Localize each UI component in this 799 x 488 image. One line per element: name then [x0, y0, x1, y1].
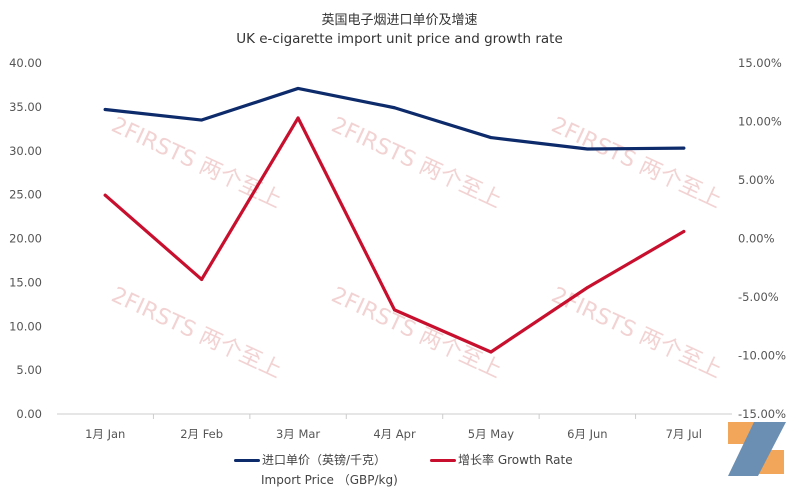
data-point [393, 308, 396, 312]
y-left-tick-label: 15.00 [9, 275, 42, 289]
y-right-tick-label: -5.00% [738, 290, 779, 304]
data-point [296, 116, 300, 120]
data-point [103, 108, 107, 112]
y-right-tick-label: 10.00% [738, 115, 782, 129]
legend-label-en: Import Price （GBP/kg) [261, 473, 398, 487]
y-right-tick-label: 0.00% [738, 232, 775, 246]
x-tick-label: 4月 Apr [373, 427, 416, 441]
legend-label: 进口单价（英镑/千克） [262, 453, 387, 467]
data-point [103, 193, 107, 197]
chart-title: 英国电子烟进口单价及增速 [321, 13, 478, 28]
chart-subtitle: UK e-cigarette import unit price and gro… [236, 31, 563, 47]
legend-item-import-price[interactable]: 进口单价（英镑/千克） Import Price （GBP/kg) [234, 451, 398, 488]
y-left-tick-label: 40.00 [9, 56, 42, 70]
data-point [200, 118, 204, 122]
x-tick-label: 2月 Feb [180, 427, 223, 441]
data-point [585, 286, 589, 290]
data-point [296, 86, 300, 90]
y-left-tick-label: 20.00 [9, 232, 42, 246]
logo-icon [728, 422, 786, 476]
watermark: 2FIRSTS 两个至上 [547, 113, 725, 214]
y-left-tick-label: 30.00 [9, 144, 42, 158]
y-left-tick-label: 10.00 [9, 319, 42, 333]
x-tick-label: 7月 Jul [666, 427, 702, 441]
y-right-tick-label: -15.00% [738, 407, 786, 421]
legend-label: 增长率 Growth Rate [458, 453, 573, 467]
y-right-tick-label: -10.00% [738, 349, 786, 363]
watermark: 2FIRSTS 两个至上 [327, 283, 505, 384]
x-tick-label: 6月 Jun [567, 427, 607, 441]
y-right-tick-label: 15.00% [738, 56, 782, 70]
watermark: 2FIRSTS 两个至上 [107, 113, 285, 214]
y-left-tick-label: 0.00 [16, 407, 42, 421]
x-tick-label: 5月 May [468, 427, 514, 441]
legend-swatch-red [430, 459, 456, 462]
y-right-tick-label: 5.00% [738, 173, 775, 187]
x-tick-label: 3月 Mar [276, 427, 320, 441]
data-point [200, 277, 204, 281]
data-point [489, 350, 493, 354]
y-left-tick-label: 25.00 [9, 188, 42, 202]
data-point [393, 106, 396, 110]
legend-item-growth-rate[interactable]: 增长率 Growth Rate [430, 451, 573, 468]
legend-swatch-blue [234, 459, 260, 462]
watermark: 2FIRSTS 两个至上 [327, 113, 505, 214]
y-left-tick-label: 5.00 [16, 363, 42, 377]
data-point [585, 147, 589, 151]
y-left-tick-label: 35.00 [9, 100, 42, 114]
x-tick-label: 1月 Jan [85, 427, 125, 441]
data-point [489, 136, 493, 140]
data-point [682, 146, 686, 150]
watermark: 2FIRSTS 两个至上 [107, 283, 285, 384]
data-point [682, 229, 686, 233]
